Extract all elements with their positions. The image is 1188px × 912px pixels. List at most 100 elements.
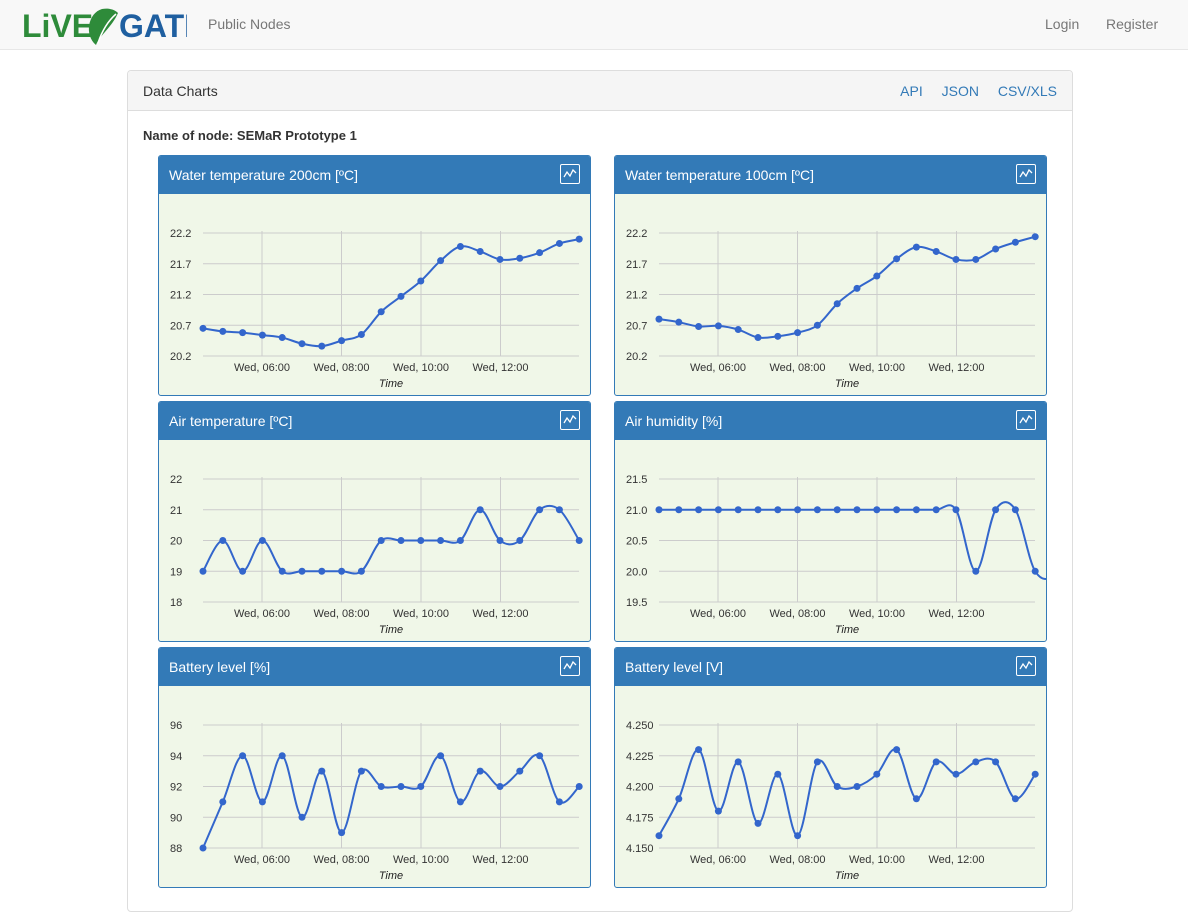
json-link[interactable]: JSON <box>941 83 979 99</box>
data-point <box>476 247 484 255</box>
data-point <box>952 770 960 778</box>
data-point <box>199 567 207 575</box>
data-point <box>397 537 405 544</box>
data-point <box>219 798 227 806</box>
chart-header: Water temperature 100cm [ºC] <box>615 156 1046 194</box>
nav-register[interactable]: Register <box>1106 16 1159 32</box>
x-tick-label: Wed, 10:00 <box>849 854 905 866</box>
x-tick-label: Wed, 08:00 <box>313 608 369 620</box>
data-point <box>318 567 326 575</box>
x-tick-label: Wed, 10:00 <box>849 362 905 374</box>
data-point <box>774 506 782 514</box>
data-point <box>695 322 703 330</box>
chart-card-air-humidity: Air humidity [%] 19.5 20.0 20.5 21.0 21.5 Wed… <box>614 401 1047 642</box>
data-point <box>456 537 464 544</box>
nav-public-nodes[interactable]: Public Nodes <box>208 16 291 32</box>
chart-header: Battery level [%] <box>159 648 590 686</box>
data-point <box>972 758 980 766</box>
chart-toggle-icon[interactable] <box>1016 656 1036 676</box>
data-point <box>675 318 683 326</box>
data-point <box>1011 238 1019 246</box>
chart-toggle-icon[interactable] <box>560 656 580 676</box>
data-point <box>754 506 762 514</box>
chart-header: Air temperature [ºC] <box>159 402 590 440</box>
y-tick-label: 88 <box>170 843 182 855</box>
y-tick-label: 20.0 <box>626 566 647 578</box>
chart-toggle-icon[interactable] <box>560 410 580 430</box>
panel-links: API JSON CSV/XLS <box>885 83 1057 99</box>
y-tick-label: 96 <box>170 720 182 732</box>
data-point <box>714 807 722 815</box>
chart-toggle-icon[interactable] <box>560 164 580 184</box>
data-point <box>833 783 841 790</box>
data-point <box>714 506 722 514</box>
data-point <box>298 813 306 821</box>
data-point <box>496 255 504 263</box>
chart-card-battery-volt: Battery level [V] 4.150 4.175 4.200 4.225 4.… <box>614 647 1047 888</box>
data-point <box>912 243 920 251</box>
chart-card-battery-percent: Battery level [%] 88 90 92 94 96 Wed, 06:00 We… <box>158 647 591 888</box>
y-tick-label: 19 <box>170 566 182 578</box>
x-tick-label: Wed, 08:00 <box>769 854 825 866</box>
data-point <box>357 767 365 775</box>
data-point <box>536 752 544 760</box>
data-point <box>754 334 762 342</box>
data-point <box>675 506 683 514</box>
data-point <box>199 324 207 332</box>
data-point <box>992 245 1000 253</box>
data-point <box>397 783 405 790</box>
data-point <box>417 537 425 544</box>
data-point <box>932 506 940 514</box>
chart-plot: 19.5 20.0 20.5 21.0 21.5 Wed, 06:00 Wed, 08:00… <box>626 474 1046 636</box>
data-point <box>338 567 346 575</box>
data-point <box>278 334 286 342</box>
chart-toggle-icon[interactable] <box>1016 164 1036 184</box>
data-point <box>655 506 663 514</box>
chart-card-water-temp-200: Water temperature 200cm [ºC] 20.2 20.7 21.… <box>158 155 591 396</box>
x-tick-label: Wed, 06:00 <box>690 362 746 374</box>
data-point <box>456 798 464 806</box>
data-point <box>1031 233 1039 241</box>
data-point <box>496 537 504 544</box>
data-point <box>1031 770 1039 778</box>
x-axis-label: Time <box>835 378 859 390</box>
chart-title: Water temperature 100cm [ºC] <box>625 167 814 183</box>
data-point <box>338 829 346 837</box>
data-point <box>496 783 504 790</box>
data-point <box>932 247 940 255</box>
data-point <box>298 340 306 348</box>
data-point <box>972 567 980 575</box>
y-tick-label: 21.5 <box>626 474 647 486</box>
x-tick-label: Wed, 08:00 <box>313 362 369 374</box>
data-point <box>278 752 286 760</box>
data-point <box>476 767 484 775</box>
nav-login[interactable]: Login <box>1045 16 1080 32</box>
data-point <box>298 567 306 575</box>
chart-toggle-icon[interactable] <box>1016 410 1036 430</box>
data-point <box>813 758 821 766</box>
data-point <box>695 506 703 514</box>
chart-card-air-temperature: Air temperature [ºC] 18 19 20 21 22 Wed, 06:0… <box>158 401 591 642</box>
livegate-logo[interactable]: LiVE GATE <box>22 3 187 47</box>
data-point <box>377 308 385 316</box>
x-tick-label: Wed, 10:00 <box>393 854 449 866</box>
data-point <box>357 330 365 338</box>
data-point <box>318 342 326 350</box>
y-tick-label: 92 <box>170 782 182 794</box>
data-point <box>338 337 346 345</box>
data-point <box>893 746 901 754</box>
y-tick-label: 19.5 <box>626 597 647 609</box>
api-link[interactable]: API <box>900 83 923 99</box>
data-point <box>853 783 861 790</box>
data-point <box>813 506 821 514</box>
data-point <box>912 795 920 803</box>
csv-xls-link[interactable]: CSV/XLS <box>997 83 1057 99</box>
panel-heading: Data Charts API JSON CSV/XLS <box>128 71 1072 111</box>
data-point <box>972 255 980 263</box>
svg-text:LiVE: LiVE <box>22 8 93 44</box>
data-point <box>555 506 563 514</box>
data-point <box>437 257 445 265</box>
x-axis-label: Time <box>835 870 859 882</box>
data-point <box>714 322 722 330</box>
x-tick-label: Wed, 06:00 <box>234 854 290 866</box>
